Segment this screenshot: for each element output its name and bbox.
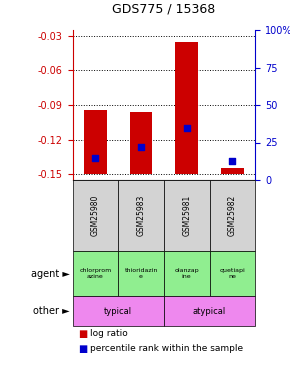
Bar [164,251,209,296]
Text: ■: ■ [78,344,88,354]
Text: ■: ■ [78,329,88,339]
Text: GSM25980: GSM25980 [91,195,100,236]
Bar [209,251,255,296]
Point [184,124,189,130]
Bar [72,180,118,251]
Bar [84,110,107,174]
Text: agent ►: agent ► [31,269,70,279]
Text: percentile rank within the sample: percentile rank within the sample [90,344,243,353]
Text: olanzap
ine: olanzap ine [174,268,199,279]
Text: GDS775 / 15368: GDS775 / 15368 [112,2,215,15]
Point [139,144,143,150]
Point [93,154,98,160]
Text: GSM25981: GSM25981 [182,195,191,236]
Bar [209,180,255,251]
Text: typical: typical [104,307,132,316]
Bar [72,296,164,326]
Bar [164,180,209,251]
Text: thioridazin
e: thioridazin e [124,268,158,279]
Text: quetiapi
ne: quetiapi ne [220,268,245,279]
Bar [164,296,255,326]
Bar [72,251,118,296]
Text: log ratio: log ratio [90,329,128,338]
Text: atypical: atypical [193,307,226,316]
Text: other ►: other ► [33,306,70,316]
Text: GSM25983: GSM25983 [137,195,146,236]
Bar [130,112,153,174]
Text: GSM25982: GSM25982 [228,195,237,236]
Bar [118,251,164,296]
Bar [175,42,198,174]
Bar [221,168,244,174]
Bar [118,180,164,251]
Text: chlorprom
azine: chlorprom azine [79,268,111,279]
Point [230,158,235,164]
